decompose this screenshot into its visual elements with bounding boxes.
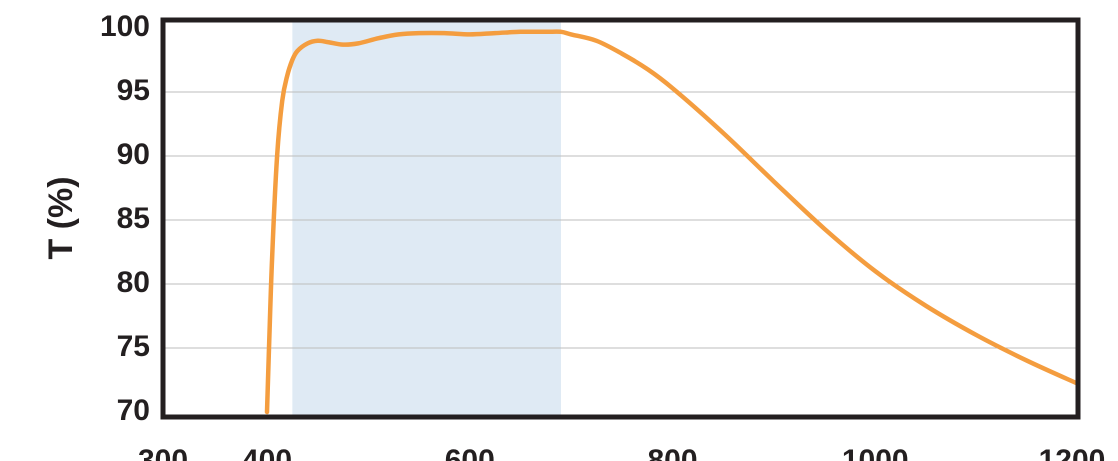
x-tick-label: 800 [647,444,697,461]
y-tick-label: 75 [117,330,150,363]
highlight-band [292,20,561,417]
y-tick-labels: 70 75 80 85 90 95 100 [100,10,150,427]
x-tick-label: 400 [242,444,292,461]
y-axis-label: T (%) [42,176,80,259]
x-tick-label: 1000 [842,444,909,461]
x-tick-label: 600 [445,444,495,461]
y-tick-label: 70 [117,394,150,427]
x-tick-label: 300 [138,444,188,461]
y-tick-label: 80 [117,266,150,299]
y-tick-label: 85 [117,202,150,235]
y-tick-label: 95 [117,74,150,107]
plot-frame [160,17,1081,420]
x-tick-labels: 300 400 600 800 1000 1200 [138,444,1105,461]
y-tick-label: 100 [100,10,150,43]
x-tick-label: 1200 [1039,444,1106,461]
series-line [264,29,1081,415]
y-tick-label: 90 [117,138,150,171]
grid-lines [163,91,1078,349]
